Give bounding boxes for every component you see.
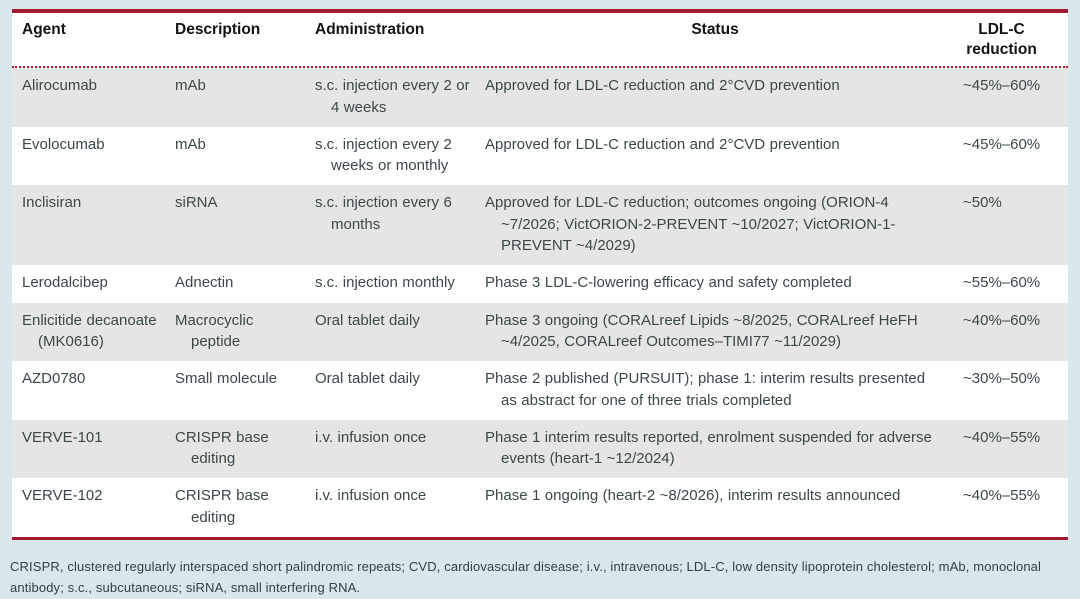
ldl-reduction-cell: ~40%–60% [963,311,1041,329]
column-header-status: Status [691,21,739,38]
table-row-lerodalcibep: Lerodalcibep Adnectin s.c. injection mon… [12,265,1068,302]
agent-cell: AZD0780 [22,370,86,388]
table-row-alirocumab: Alirocumab mAb s.c. injection every 2 or… [12,68,1068,127]
administration-cell: s.c. injection every 2 or 4 weeks [315,77,470,116]
column-header-administration: Administration [315,21,425,38]
administration-cell: s.c. injection every 6 months [315,194,452,233]
column-header-agent: Agent [22,21,66,38]
column-header-description: Description [175,21,261,38]
ldl-reduction-cell: ~40%–55% [963,428,1041,446]
status-cell: Approved for LDL-C reduction; outcomes o… [485,194,896,255]
agent-cell: Alirocumab [22,77,98,95]
table-row-inclisiran: Inclisiran siRNA s.c. injection every 6 … [12,185,1068,266]
table-row-evolocumab: Evolocumab mAb s.c. injection every 2 we… [12,127,1068,186]
administration-cell: i.v. infusion once [315,487,427,505]
description-cell: siRNA [175,194,218,212]
table-row-verve-101: VERVE-101 CRISPR base editing i.v. infus… [12,419,1068,479]
status-cell: Approved for LDL-C reduction and 2°CVD p… [485,135,840,153]
table-footnote-abbreviations: CRISPR, clustered regularly interspaced … [10,559,1042,595]
agent-cell: Evolocumab [22,135,105,153]
status-cell: Phase 1 interim results reported, enrolm… [485,428,932,468]
agent-cell: Inclisiran [22,194,82,212]
administration-cell: Oral tablet daily [315,370,420,388]
agent-cell: Enlicitide decanoate (MK0616) [22,311,157,350]
description-cell: mAb [175,77,206,95]
column-header-ldl-c-reduction: LDL-C reduction [966,21,1037,59]
table-row-enlicitide-decanoate: Enlicitide decanoate (MK0616) Macrocycli… [12,302,1068,362]
administration-cell: i.v. infusion once [315,428,427,446]
status-cell: Phase 3 LDL-C-lowering efficacy and safe… [485,274,852,292]
agent-cell: VERVE-102 [22,487,103,505]
ldl-reduction-cell: ~45%–60% [963,135,1041,153]
agent-cell: VERVE-101 [22,428,103,446]
table-row-azd0780: AZD0780 Small molecule Oral tablet daily… [12,361,1068,420]
administration-cell: s.c. injection every 2 weeks or monthly [315,135,452,175]
description-cell: CRISPR base editing [175,428,269,468]
status-cell: Approved for LDL-C reduction and 2°CVD p… [485,77,840,95]
description-cell: Macrocyclic peptide [175,311,254,350]
administration-cell: s.c. injection monthly [315,274,455,292]
status-cell: Phase 1 ongoing (heart-2 ~8/2026), inter… [485,487,901,505]
agent-cell: Lerodalcibep [22,274,108,292]
status-cell: Phase 2 published (PURSUIT); phase 1: in… [485,370,926,409]
table-header-row: Agent Description Administration Status … [12,13,1068,69]
description-cell: Adnectin [175,274,234,292]
table-row-verve-102: VERVE-102 CRISPR base editing i.v. infus… [12,478,1068,537]
administration-cell: Oral tablet daily [315,311,420,329]
ldl-reduction-cell: ~45%–60% [963,77,1041,95]
status-cell: Phase 3 ongoing (CORALreef Lipids ~8/202… [485,311,918,350]
description-cell: mAb [175,135,206,153]
agents-table: Agent Description Administration Status … [12,9,1068,541]
ldl-reduction-cell: ~55%–60% [963,274,1041,292]
ldl-reduction-cell: ~50% [963,194,1002,212]
description-cell: Small molecule [175,370,278,388]
description-cell: CRISPR base editing [175,487,269,526]
ldl-reduction-cell: ~30%–50% [963,370,1041,388]
ldl-reduction-cell: ~40%–55% [963,487,1041,505]
